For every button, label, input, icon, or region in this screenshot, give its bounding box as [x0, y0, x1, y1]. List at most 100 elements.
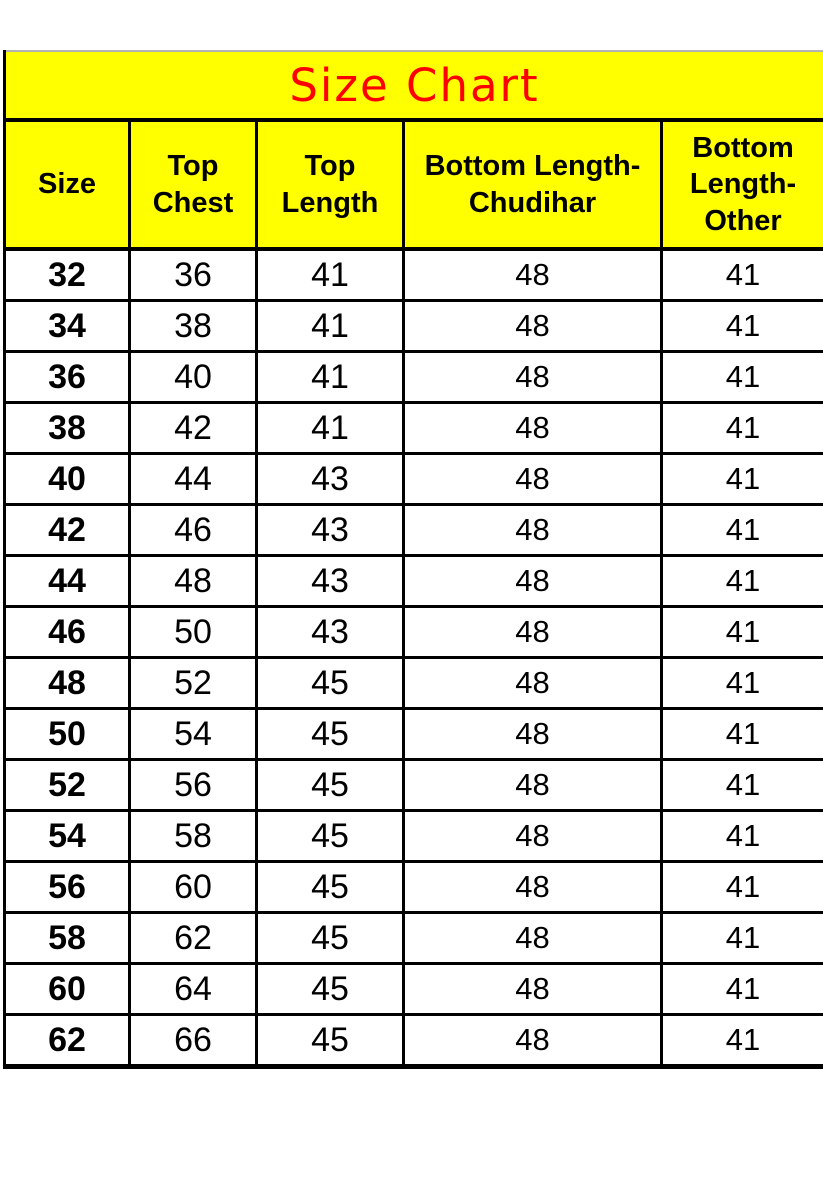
cell-bottom-length-other: 41	[662, 505, 823, 556]
cell-top-length: 45	[257, 964, 404, 1015]
cell-top-length: 45	[257, 760, 404, 811]
cell-size: 42	[5, 505, 130, 556]
cell-bottom-length-chudihar: 48	[404, 607, 662, 658]
cell-size: 62	[5, 1015, 130, 1067]
cell-top-length: 43	[257, 607, 404, 658]
cell-top-length: 45	[257, 1015, 404, 1067]
cell-bottom-length-chudihar: 48	[404, 913, 662, 964]
cell-bottom-length-chudihar: 48	[404, 709, 662, 760]
table-row: 52 56 45 48 41	[5, 760, 823, 811]
size-table-body: 32 36 41 48 41 34 38 41 48 41 36 40 41 4…	[5, 249, 823, 1067]
cell-top-length: 45	[257, 913, 404, 964]
cell-bottom-length-other: 41	[662, 301, 823, 352]
column-header-bottom-length-other: Bottom Length-Other	[662, 120, 823, 249]
cell-bottom-length-chudihar: 48	[404, 862, 662, 913]
cell-top-chest: 62	[130, 913, 257, 964]
cell-top-chest: 44	[130, 454, 257, 505]
cell-top-length: 45	[257, 709, 404, 760]
table-row: 40 44 43 48 41	[5, 454, 823, 505]
cell-bottom-length-chudihar: 48	[404, 403, 662, 454]
table-row: 46 50 43 48 41	[5, 607, 823, 658]
cell-bottom-length-other: 41	[662, 249, 823, 301]
table-row: 54 58 45 48 41	[5, 811, 823, 862]
cell-size: 34	[5, 301, 130, 352]
cell-bottom-length-chudihar: 48	[404, 811, 662, 862]
cell-size: 46	[5, 607, 130, 658]
table-row: 60 64 45 48 41	[5, 964, 823, 1015]
cell-size: 54	[5, 811, 130, 862]
cell-top-chest: 36	[130, 249, 257, 301]
cell-bottom-length-other: 41	[662, 760, 823, 811]
cell-top-chest: 60	[130, 862, 257, 913]
cell-top-chest: 58	[130, 811, 257, 862]
cell-bottom-length-chudihar: 48	[404, 658, 662, 709]
title-row: Size Chart	[5, 51, 823, 120]
table-row: 56 60 45 48 41	[5, 862, 823, 913]
cell-bottom-length-other: 41	[662, 913, 823, 964]
cell-top-length: 41	[257, 403, 404, 454]
table-row: 38 42 41 48 41	[5, 403, 823, 454]
cell-bottom-length-other: 41	[662, 658, 823, 709]
cell-size: 36	[5, 352, 130, 403]
cell-bottom-length-other: 41	[662, 454, 823, 505]
cell-bottom-length-other: 41	[662, 556, 823, 607]
cell-bottom-length-other: 41	[662, 862, 823, 913]
cell-top-length: 41	[257, 352, 404, 403]
size-chart-table: Size Chart Size Top Chest Top Length Bot…	[3, 50, 823, 1069]
cell-size: 48	[5, 658, 130, 709]
cell-bottom-length-chudihar: 48	[404, 352, 662, 403]
cell-top-chest: 38	[130, 301, 257, 352]
cell-size: 50	[5, 709, 130, 760]
cell-bottom-length-chudihar: 48	[404, 760, 662, 811]
cell-top-chest: 48	[130, 556, 257, 607]
cell-top-chest: 50	[130, 607, 257, 658]
cell-top-chest: 64	[130, 964, 257, 1015]
cell-size: 56	[5, 862, 130, 913]
column-header-top-chest: Top Chest	[130, 120, 257, 249]
cell-top-chest: 40	[130, 352, 257, 403]
cell-top-length: 43	[257, 505, 404, 556]
cell-bottom-length-other: 41	[662, 964, 823, 1015]
column-header-bottom-length-chudihar: Bottom Length-Chudihar	[404, 120, 662, 249]
cell-top-length: 43	[257, 556, 404, 607]
cell-bottom-length-chudihar: 48	[404, 301, 662, 352]
table-row: 58 62 45 48 41	[5, 913, 823, 964]
header-row: Size Top Chest Top Length Bottom Length-…	[5, 120, 823, 249]
cell-size: 32	[5, 249, 130, 301]
cell-bottom-length-other: 41	[662, 403, 823, 454]
cell-top-length: 43	[257, 454, 404, 505]
cell-bottom-length-chudihar: 48	[404, 556, 662, 607]
cell-bottom-length-other: 41	[662, 1015, 823, 1067]
cell-top-chest: 66	[130, 1015, 257, 1067]
cell-top-length: 45	[257, 811, 404, 862]
cell-top-length: 45	[257, 658, 404, 709]
cell-size: 60	[5, 964, 130, 1015]
cell-bottom-length-chudihar: 48	[404, 1015, 662, 1067]
cell-top-chest: 42	[130, 403, 257, 454]
cell-top-length: 41	[257, 301, 404, 352]
cell-bottom-length-other: 41	[662, 811, 823, 862]
cell-size: 40	[5, 454, 130, 505]
table-row: 32 36 41 48 41	[5, 249, 823, 301]
cell-top-chest: 56	[130, 760, 257, 811]
table-row: 44 48 43 48 41	[5, 556, 823, 607]
table-row: 62 66 45 48 41	[5, 1015, 823, 1067]
table-title: Size Chart	[5, 51, 823, 120]
cell-top-chest: 54	[130, 709, 257, 760]
table-row: 48 52 45 48 41	[5, 658, 823, 709]
cell-bottom-length-chudihar: 48	[404, 249, 662, 301]
cell-top-length: 45	[257, 862, 404, 913]
cell-size: 44	[5, 556, 130, 607]
cell-bottom-length-other: 41	[662, 607, 823, 658]
cell-bottom-length-other: 41	[662, 352, 823, 403]
column-header-top-length: Top Length	[257, 120, 404, 249]
table-row: 34 38 41 48 41	[5, 301, 823, 352]
table-row: 50 54 45 48 41	[5, 709, 823, 760]
cell-bottom-length-chudihar: 48	[404, 505, 662, 556]
cell-size: 58	[5, 913, 130, 964]
cell-size: 52	[5, 760, 130, 811]
cell-top-chest: 46	[130, 505, 257, 556]
cell-bottom-length-chudihar: 48	[404, 454, 662, 505]
cell-size: 38	[5, 403, 130, 454]
cell-bottom-length-other: 41	[662, 709, 823, 760]
